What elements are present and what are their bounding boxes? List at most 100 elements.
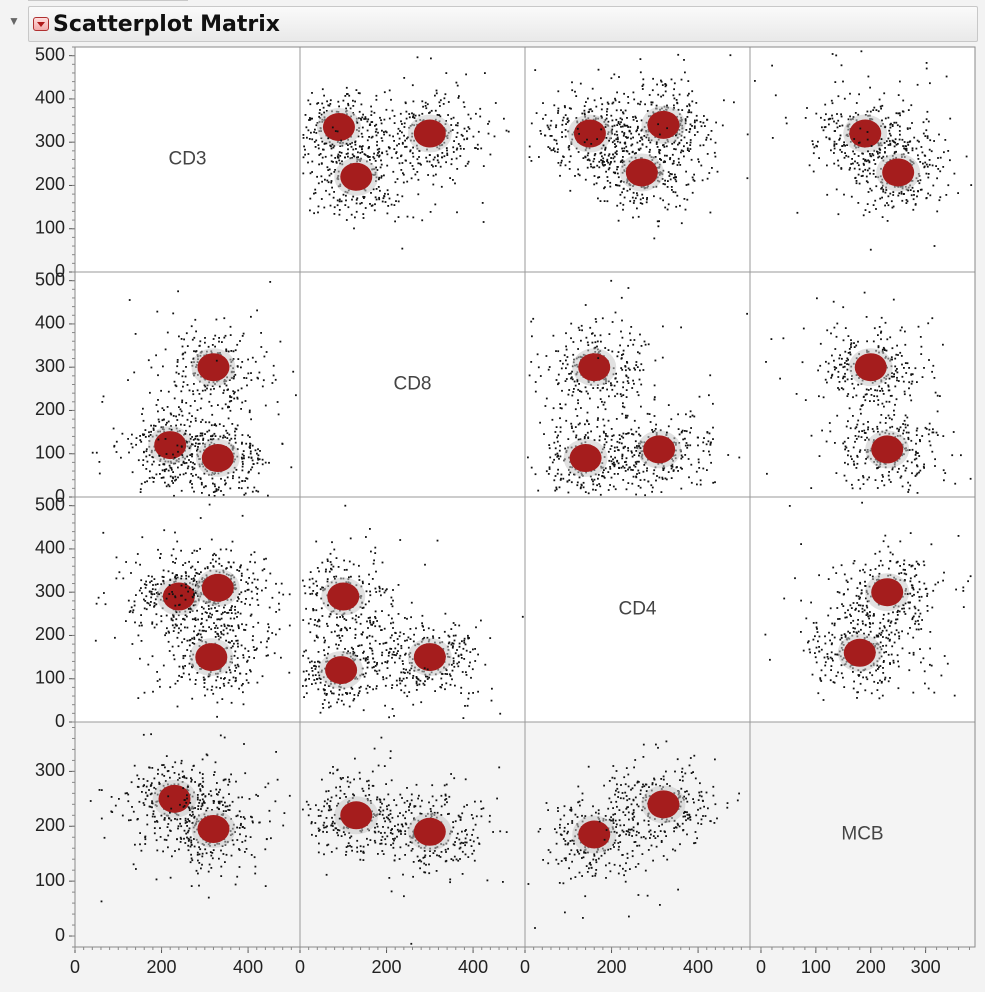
data-point: [689, 444, 692, 447]
panel-bg: [525, 497, 750, 722]
data-point: [857, 173, 860, 176]
data-point: [933, 245, 936, 247]
data-point: [674, 148, 677, 151]
data-point: [562, 477, 565, 480]
data-point: [456, 124, 459, 127]
data-point: [256, 309, 258, 312]
data-point: [624, 109, 627, 112]
data-point: [455, 148, 458, 151]
data-point: [919, 336, 922, 338]
data-point: [657, 123, 659, 126]
data-point: [479, 115, 482, 118]
data-point: [636, 366, 639, 368]
data-point: [408, 113, 411, 115]
data-point: [684, 430, 686, 432]
data-point: [399, 130, 401, 132]
data-point: [241, 465, 244, 468]
red-triangle-menu-icon[interactable]: [33, 17, 49, 31]
data-point: [583, 436, 586, 438]
data-point: [831, 53, 834, 55]
data-point: [245, 377, 248, 379]
data-point: [687, 458, 690, 460]
data-point: [626, 124, 629, 127]
data-point: [241, 441, 243, 444]
data-point: [907, 488, 910, 491]
data-point: [250, 315, 252, 318]
data-point: [660, 95, 662, 98]
data-point: [196, 609, 198, 612]
data-point: [439, 115, 442, 118]
data-point: [557, 373, 560, 376]
data-point: [140, 640, 143, 642]
data-point: [213, 495, 216, 497]
data-point: [217, 488, 220, 491]
data-point: [686, 116, 689, 118]
data-point: [850, 163, 853, 165]
data-point: [240, 408, 242, 410]
data-point: [162, 580, 165, 583]
data-point: [890, 200, 893, 203]
data-point: [216, 610, 219, 612]
data-point: [613, 450, 616, 452]
data-point: [592, 483, 595, 486]
data-point: [880, 187, 882, 190]
data-point: [358, 110, 361, 113]
data-point: [183, 338, 185, 341]
data-point: [360, 132, 363, 135]
data-point: [184, 433, 187, 435]
data-point: [854, 112, 857, 114]
data-point: [115, 451, 118, 453]
data-point: [710, 461, 712, 464]
data-point: [159, 557, 161, 559]
data-point: [396, 132, 399, 135]
data-point: [917, 452, 919, 454]
data-point: [261, 569, 264, 572]
data-point: [191, 475, 194, 477]
data-point: [376, 148, 379, 151]
data-point: [616, 446, 619, 449]
data-point: [384, 130, 387, 133]
data-point: [170, 617, 173, 620]
data-point: [327, 137, 330, 140]
data-point: [164, 481, 166, 484]
data-point: [622, 405, 624, 408]
data-point: [629, 466, 631, 469]
data-point: [594, 346, 597, 349]
data-point: [366, 120, 369, 123]
data-point: [810, 434, 813, 437]
data-point: [908, 387, 910, 390]
data-point: [158, 455, 161, 457]
data-point: [349, 157, 352, 160]
data-point: [346, 93, 348, 95]
data-point: [639, 479, 642, 481]
data-point: [945, 75, 948, 78]
data-point: [712, 481, 715, 484]
data-point: [309, 117, 311, 119]
data-point: [596, 419, 599, 421]
data-point: [351, 198, 353, 201]
data-point: [639, 333, 641, 336]
data-point: [436, 159, 439, 162]
data-point: [438, 101, 441, 104]
data-point: [680, 222, 683, 225]
data-point: [212, 338, 215, 340]
data-point: [560, 477, 562, 480]
data-point: [902, 145, 904, 147]
data-point: [161, 419, 164, 422]
data-point: [604, 186, 606, 189]
data-point: [928, 359, 930, 361]
data-point: [194, 574, 196, 577]
data-point: [247, 358, 249, 361]
data-point: [463, 106, 466, 108]
data-point: [360, 119, 363, 121]
data-point: [860, 50, 863, 53]
data-point: [969, 477, 972, 480]
data-point: [924, 161, 927, 164]
data-point: [186, 455, 189, 458]
disclosure-triangle-icon[interactable]: ▼: [8, 14, 20, 28]
data-point: [163, 468, 166, 471]
data-point: [564, 403, 567, 406]
data-point: [551, 461, 554, 464]
data-point: [857, 113, 860, 116]
data-point: [310, 117, 313, 120]
